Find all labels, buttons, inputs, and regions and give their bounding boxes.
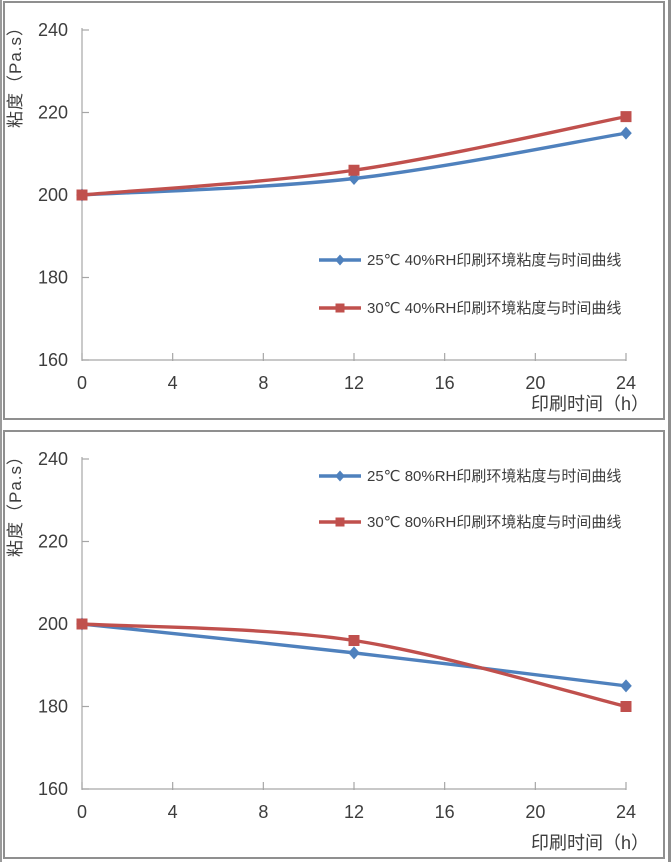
x-tick-label: 20 [525,373,545,393]
y-tick-label: 160 [38,779,68,799]
x-tick-label: 16 [435,802,455,822]
y-tick-label: 180 [38,697,68,717]
legend-entry-1: 30℃ 80%RH印刷环境粘度与时间曲线 [319,513,621,531]
x-tick-label: 4 [168,373,178,393]
y-tick-label: 200 [38,185,68,205]
legend-marker-0 [335,254,345,266]
legend-entry-0: 25℃ 40%RH印刷环境粘度与时间曲线 [319,251,621,269]
y-tick-label: 160 [38,350,68,370]
series-marker-0 [620,679,632,693]
legend-entry-0: 25℃ 80%RH印刷环境粘度与时间曲线 [319,467,621,485]
x-tick-label: 12 [344,373,364,393]
y-tick-label: 220 [38,103,68,123]
chart-panel-bottom: 160 180 200 220 240 0 4 8 12 16 20 24 印刷时间（h） 粘度（Pa.s… [3,430,665,859]
axes [81,457,627,790]
series-marker-1 [620,701,632,712]
series-marker-1 [348,164,360,176]
x-tick-label: 20 [525,802,545,822]
y-tick-label: 240 [38,449,68,469]
x-tick-label: 4 [168,802,178,822]
y-tick-label: 240 [38,20,68,40]
x-tick-label: 24 [616,373,636,393]
y-tick-label: 220 [38,532,68,552]
legend: 25℃ 80%RH印刷环境粘度与时间曲线 30℃ 80%RH印刷环境粘度与时间曲线 [319,467,621,531]
legend-marker-1 [335,517,345,527]
legend-label: 25℃ 40%RH印刷环境粘度与时间曲线 [367,251,621,269]
legend-marker-0 [335,470,345,482]
x-axis-title: 印刷时间（h） [531,394,649,414]
y-tick-label: 180 [38,268,68,288]
x-tick-label: 8 [258,802,268,822]
series-marker-1 [620,111,632,123]
x-tick-label: 16 [435,373,455,393]
legend-entry-1: 30℃ 40%RH印刷环境粘度与时间曲线 [319,299,621,317]
series-marker-0 [348,646,360,660]
series-line-0 [80,131,628,197]
legend-label: 25℃ 80%RH印刷环境粘度与时间曲线 [367,467,621,485]
x-tick-label: 0 [77,373,87,393]
legend: 25℃ 40%RH印刷环境粘度与时间曲线 30℃ 40%RH印刷环境粘度与时间曲线 [319,251,621,317]
x-tick-label: 8 [258,373,268,393]
series-marker-0 [620,126,632,140]
x-tick-label: 24 [616,802,636,822]
series-marker-1 [76,618,88,630]
x-axis-title: 印刷时间（h） [531,833,649,853]
y-axis-title: 粘度（Pa.s） [6,18,25,128]
series-marker-1 [348,635,360,646]
x-tick-label: 12 [344,802,364,822]
legend-label: 30℃ 40%RH印刷环境粘度与时间曲线 [367,299,621,317]
y-axis-title: 粘度（Pa.s） [6,447,25,557]
y-tick-label: 200 [38,614,68,634]
x-tick-label: 0 [77,802,87,822]
legend-marker-1 [335,303,345,313]
legend-label: 30℃ 80%RH印刷环境粘度与时间曲线 [367,513,621,531]
series-marker-1 [76,189,88,201]
viscosity-time-chart-80rh: 160 180 200 220 240 0 4 8 12 16 20 24 印刷时间（h） 粘度（Pa.s… [6,447,649,853]
chart-panel-top: 160 180 200 220 240 0 4 8 12 16 20 24 印刷时间（h） 粘度（Pa.s… [3,1,665,420]
